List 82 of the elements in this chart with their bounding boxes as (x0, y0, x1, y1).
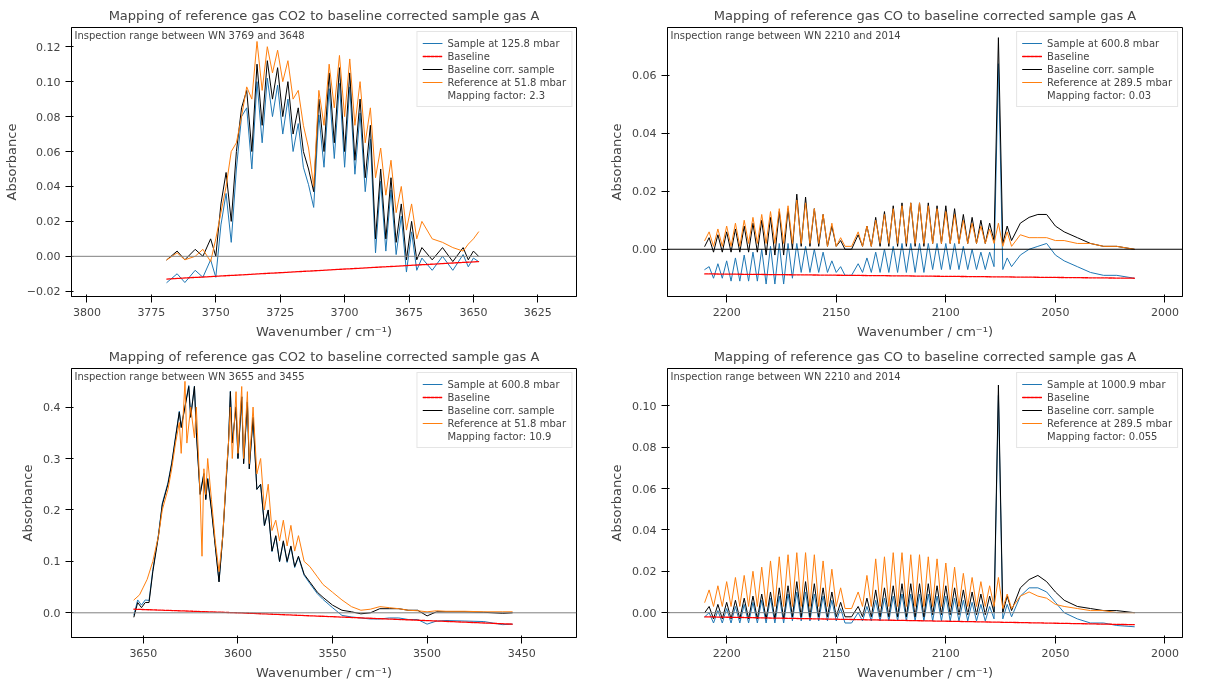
legend-label: Sample at 1000.9 mbar (1047, 378, 1166, 390)
x-tick-label: 3450 (507, 646, 536, 660)
y-tick-label: 0.3 (43, 452, 61, 466)
x-tick-label: 3650 (459, 305, 488, 319)
y-tick-label: 0.2 (43, 503, 61, 517)
x-tick-label: 3775 (137, 305, 166, 319)
annotation: Inspection range between WN 2210 and 2014 (670, 29, 901, 41)
legend-label: Sample at 600.8 mbar (447, 378, 560, 390)
legend-label: Reference at 51.8 mbar (447, 417, 566, 429)
x-tick-label: 3725 (266, 305, 295, 319)
x-tick-label: 2000 (1150, 305, 1179, 319)
annotation: Inspection range between WN 3769 and 3648 (74, 29, 305, 41)
y-axis-title: Absorbance (609, 123, 625, 201)
y-tick-label: 0.06 (36, 145, 61, 159)
y-tick-label: −0.02 (26, 285, 61, 299)
x-tick-label: 2200 (712, 305, 741, 319)
x-tick-label: 3675 (395, 305, 424, 319)
y-tick-label: 0.02 (36, 215, 61, 229)
x-axis-title: Wavenumber / cm⁻¹) (856, 664, 994, 680)
y-tick-label: 0.0 (43, 606, 61, 620)
y-axis-title: Absorbance (20, 464, 36, 542)
chart-title: Mapping of reference gas CO to baseline corrected sample gas A (713, 7, 1137, 23)
annotation: Inspection range between WN 2210 and 2014 (670, 370, 901, 382)
legend-label: Reference at 289.5 mbar (1047, 417, 1172, 429)
legend-label: Sample at 125.8 mbar (447, 37, 560, 49)
x-tick-label: 3750 (201, 305, 230, 319)
x-tick-label: 2150 (822, 646, 851, 660)
legend-label: Sample at 600.8 mbar (1047, 37, 1160, 49)
chart-title: Mapping of reference gas CO2 to baseline corrected sample gas A (108, 7, 540, 23)
y-tick-label: 0.00 (632, 606, 657, 620)
x-tick-label: 2100 (931, 305, 960, 319)
y-tick-label: 0.00 (36, 250, 61, 264)
legend-label: Baseline (447, 391, 490, 403)
legend-label: Baseline corr. sample (1047, 404, 1155, 416)
y-tick-label: 0.4 (43, 401, 61, 415)
y-tick-label: 0.08 (632, 441, 657, 455)
x-tick-label: 2150 (822, 305, 851, 319)
y-tick-label: 0.08 (36, 110, 61, 124)
chart-title: Mapping of reference gas CO2 to baseline corrected sample gas A (108, 348, 540, 364)
y-tick-label: 0.06 (632, 69, 657, 83)
y-tick-label: 0.10 (632, 399, 657, 413)
x-tick-label: 2050 (1041, 305, 1070, 319)
y-tick-label: 0.04 (632, 127, 657, 141)
annotation: Mapping factor: 0.03 (1047, 89, 1152, 101)
annotation: Mapping factor: 2.3 (447, 89, 546, 101)
legend-label: Baseline corr. sample (447, 63, 555, 75)
x-tick-label: 2050 (1041, 646, 1070, 660)
y-tick-label: 0.02 (632, 185, 657, 199)
x-axis-title: Wavenumber / cm⁻¹) (255, 323, 393, 339)
x-tick-label: 2100 (931, 646, 960, 660)
legend-label: Reference at 51.8 mbar (447, 76, 566, 88)
annotation: Mapping factor: 10.9 (447, 430, 552, 442)
y-axis-title: Absorbance (3, 123, 19, 201)
legend-label: Baseline (447, 50, 490, 62)
y-tick-label: 0.04 (36, 180, 61, 194)
x-axis-title: Wavenumber / cm⁻¹) (856, 323, 994, 339)
y-tick-label: 0.1 (43, 555, 61, 569)
x-tick-label: 3625 (523, 305, 552, 319)
legend-label: Baseline corr. sample (447, 404, 555, 416)
x-tick-label: 3600 (223, 646, 252, 660)
y-tick-label: 0.04 (632, 523, 657, 537)
y-tick-label: 0.10 (36, 75, 61, 89)
x-tick-label: 3800 (72, 305, 101, 319)
x-tick-label: 3550 (318, 646, 347, 660)
x-tick-label: 3650 (129, 646, 158, 660)
legend-label: Baseline (1047, 391, 1090, 403)
y-tick-label: 0.12 (36, 40, 61, 54)
y-axis-title: Absorbance (609, 464, 625, 542)
annotation: Mapping factor: 0.055 (1047, 430, 1158, 442)
x-tick-label: 3700 (330, 305, 359, 319)
y-tick-label: 0.06 (632, 482, 657, 496)
legend-label: Baseline (1047, 50, 1090, 62)
legend-label: Reference at 289.5 mbar (1047, 76, 1172, 88)
x-tick-label: 3500 (413, 646, 442, 660)
x-tick-label: 2200 (712, 646, 741, 660)
annotation: Inspection range between WN 3655 and 3455 (74, 370, 305, 382)
y-tick-label: 0.00 (632, 243, 657, 257)
x-tick-label: 2000 (1150, 646, 1179, 660)
x-axis-title: Wavenumber / cm⁻¹) (255, 664, 393, 680)
legend-label: Baseline corr. sample (1047, 63, 1155, 75)
y-tick-label: 0.02 (632, 565, 657, 579)
chart-title: Mapping of reference gas CO to baseline corrected sample gas A (713, 348, 1137, 364)
